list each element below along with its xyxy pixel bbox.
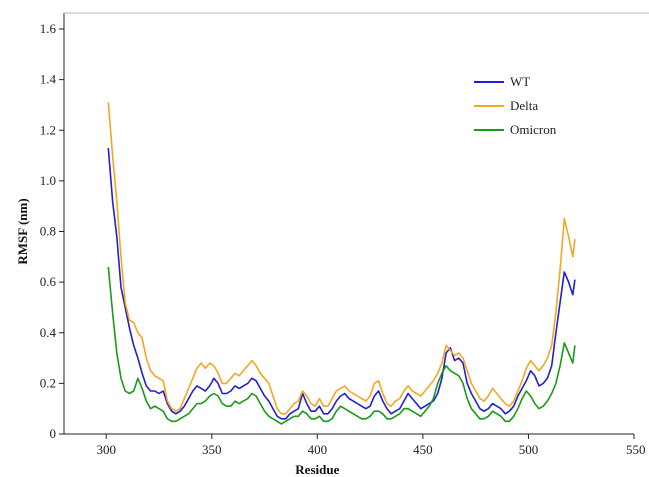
y-tick-label: 0.2 [40,375,56,390]
y-tick-label: 1.2 [40,122,56,137]
x-axis: 300 350 400 450 500 550 [96,434,646,457]
y-tick-label: 0.8 [40,224,56,239]
y-tick-label: 0 [50,426,57,441]
x-tick-label: 500 [519,442,539,457]
x-tick-label: 350 [202,442,222,457]
legend: WT Delta Omicron [474,74,557,137]
series-lines [107,102,576,425]
x-tick-label: 300 [96,442,116,457]
series-line-omicron [107,266,576,425]
legend-label-delta: Delta [510,98,538,113]
y-axis-title: RMSF (nm) [15,198,30,264]
x-tick-label: 550 [626,442,646,457]
x-axis-title: Residue [295,462,339,477]
series-line-delta [107,102,576,415]
y-axis: 0 0.2 0.4 0.6 0.8 1.0 1.2 1.4 1.6 [40,21,64,441]
x-tick-label: 400 [308,442,328,457]
y-tick-label: 1.4 [40,72,57,87]
x-tick-label: 450 [413,442,433,457]
y-tick-label: 1.6 [40,21,57,36]
legend-label-wt: WT [510,74,530,89]
y-tick-label: 1.0 [40,173,56,188]
series-line-wt [107,147,576,420]
y-tick-label: 0.6 [40,274,57,289]
plot-frame [63,12,649,435]
legend-label-omicron: Omicron [510,122,557,137]
y-tick-label: 0.4 [40,325,57,340]
